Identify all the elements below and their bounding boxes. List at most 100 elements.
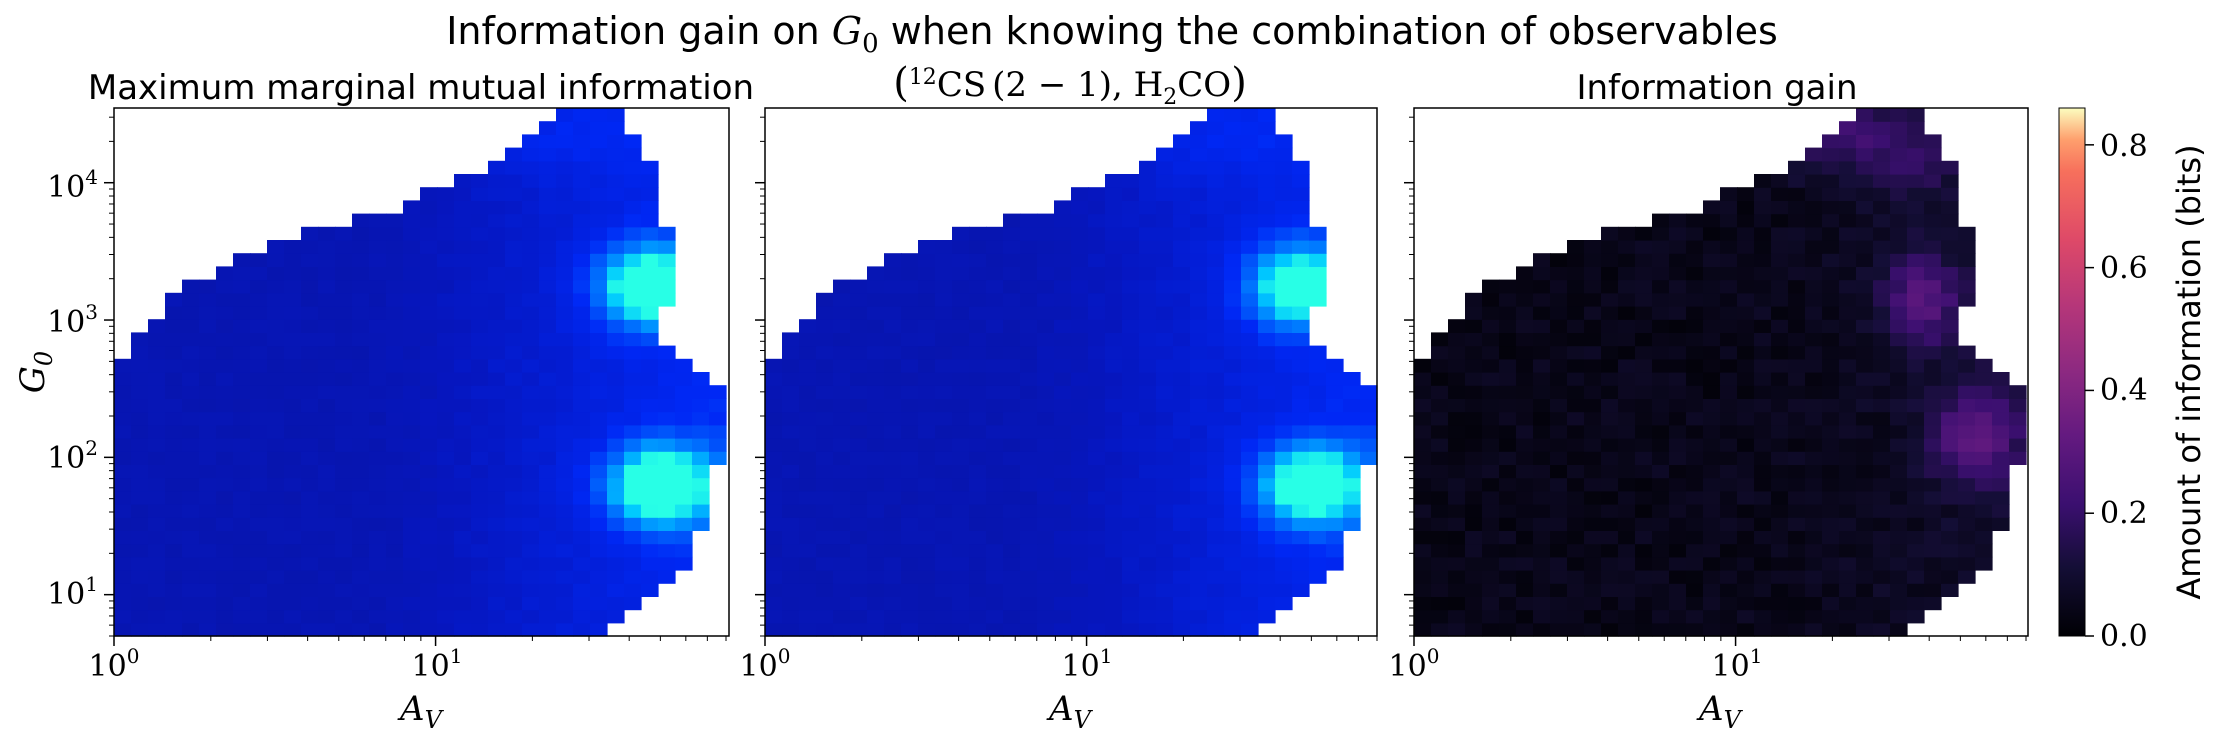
heatmap-cell	[1805, 187, 1823, 201]
heatmap-cell	[131, 504, 149, 518]
heatmap-cell	[901, 477, 919, 492]
heatmap-cell	[1567, 490, 1585, 505]
heatmap-cell	[437, 240, 455, 254]
heatmap-cell	[539, 240, 557, 254]
heatmap-cell	[1173, 345, 1191, 360]
heatmap-cell	[1567, 583, 1585, 597]
x-tick-label: 101	[1062, 644, 1113, 684]
heatmap-cell	[454, 174, 472, 188]
heatmap-cell	[1139, 583, 1157, 597]
heatmap-cell	[267, 398, 285, 413]
heatmap-cell	[1088, 477, 1106, 492]
heatmap-cell	[1037, 451, 1055, 465]
heatmap-cell	[1703, 596, 1721, 611]
heatmap-cell	[935, 596, 953, 611]
heatmap-cell	[505, 490, 523, 505]
heatmap-cell	[1703, 464, 1721, 479]
heatmap-cell	[216, 477, 234, 492]
heatmap-cell	[420, 200, 438, 215]
heatmap-cell	[1584, 319, 1602, 333]
heatmap-cell	[199, 583, 217, 597]
heatmap-cell	[454, 332, 472, 347]
heatmap-cell	[386, 622, 404, 637]
heatmap-cell	[335, 266, 353, 281]
heatmap-cell	[1071, 411, 1089, 426]
heatmap-cell	[488, 490, 506, 505]
heatmap-cell	[1720, 253, 1738, 267]
heatmap-cell	[148, 504, 166, 518]
heatmap-cell	[1088, 438, 1106, 452]
heatmap-cell	[284, 398, 302, 413]
heatmap-cell	[403, 583, 421, 597]
heatmap-cell	[352, 319, 370, 333]
heatmap-cell	[1173, 187, 1191, 201]
heatmap-cell	[1516, 279, 1534, 294]
heatmap-cell	[1275, 372, 1293, 386]
heatmap-cell	[216, 306, 234, 320]
heatmap-cell	[216, 622, 234, 637]
heatmap-cell	[131, 332, 149, 347]
heatmap-cell	[1703, 543, 1721, 558]
heatmap-cell	[267, 464, 285, 479]
heatmap-cell	[1550, 530, 1568, 545]
heatmap-cell	[799, 424, 817, 439]
heatmap-cell	[182, 556, 200, 571]
heatmap-cell	[816, 477, 834, 492]
heatmap-cell	[986, 306, 1004, 320]
heatmap-cell	[1924, 319, 1942, 333]
heatmap-cell	[675, 464, 693, 479]
heatmap-cell	[1224, 530, 1242, 545]
heatmap-cell	[765, 398, 783, 413]
heatmap-cell	[1241, 319, 1259, 333]
heatmap-cell	[1771, 556, 1789, 571]
heatmap-cell	[590, 187, 608, 201]
heatmap-cell	[607, 609, 625, 624]
heatmap-cell	[267, 358, 285, 373]
heatmap-cell	[1754, 424, 1772, 439]
heatmap-cell	[1139, 160, 1157, 175]
heatmap-cell	[454, 424, 472, 439]
heatmap-cell	[539, 134, 557, 149]
heatmap-cell	[318, 372, 336, 386]
heatmap-cell	[1309, 530, 1327, 545]
heatmap-cell	[1635, 570, 1653, 584]
heatmap-cell	[850, 345, 868, 360]
x-axis-label: AV	[1046, 689, 1094, 734]
heatmap-cell	[233, 306, 251, 320]
heatmap-cell	[1190, 279, 1208, 294]
heatmap-cell	[1703, 490, 1721, 505]
heatmap-cell	[1635, 319, 1653, 333]
heatmap-cell	[1224, 385, 1242, 399]
heatmap-cell	[1054, 253, 1072, 267]
heatmap-cell	[1686, 411, 1704, 426]
heatmap-cell	[1669, 490, 1687, 505]
heatmap-cell	[1754, 319, 1772, 333]
heatmap-cell	[488, 253, 506, 267]
heatmap-cell	[765, 385, 783, 399]
heatmap-cell	[1207, 358, 1225, 373]
heatmap-cell	[556, 596, 574, 611]
heatmap-cell	[437, 490, 455, 505]
heatmap-cell	[1037, 213, 1055, 228]
heatmap-cell	[1139, 596, 1157, 611]
heatmap-cell	[420, 319, 438, 333]
heatmap-cell	[148, 438, 166, 452]
heatmap-cell	[1839, 372, 1857, 386]
heatmap-cell	[867, 490, 885, 505]
heatmap-cell	[420, 609, 438, 624]
heatmap-cell	[318, 609, 336, 624]
heatmap-cell	[318, 477, 336, 492]
heatmap-cell	[250, 319, 268, 333]
heatmap-cell	[590, 160, 608, 175]
heatmap-cell	[1003, 438, 1021, 452]
heatmap-cell	[267, 570, 285, 584]
heatmap-cell	[335, 240, 353, 254]
heatmap-cell	[1224, 240, 1242, 254]
heatmap-cell	[369, 372, 387, 386]
heatmap-cell	[1088, 622, 1106, 637]
heatmap-cell	[867, 292, 885, 307]
heatmap-cell	[1822, 253, 1840, 267]
heatmap-cell	[1669, 583, 1687, 597]
heatmap-cell	[573, 121, 591, 135]
heatmap-cell	[1054, 477, 1072, 492]
